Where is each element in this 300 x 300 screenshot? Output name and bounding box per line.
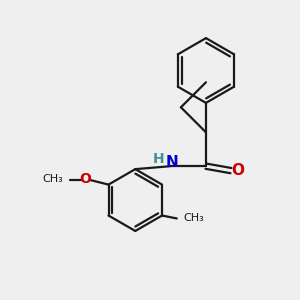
Text: N: N [166,155,178,170]
Text: O: O [231,163,244,178]
Text: CH₃: CH₃ [184,214,204,224]
Text: CH₃: CH₃ [42,174,63,184]
Text: H: H [152,152,164,166]
Text: O: O [80,172,92,186]
